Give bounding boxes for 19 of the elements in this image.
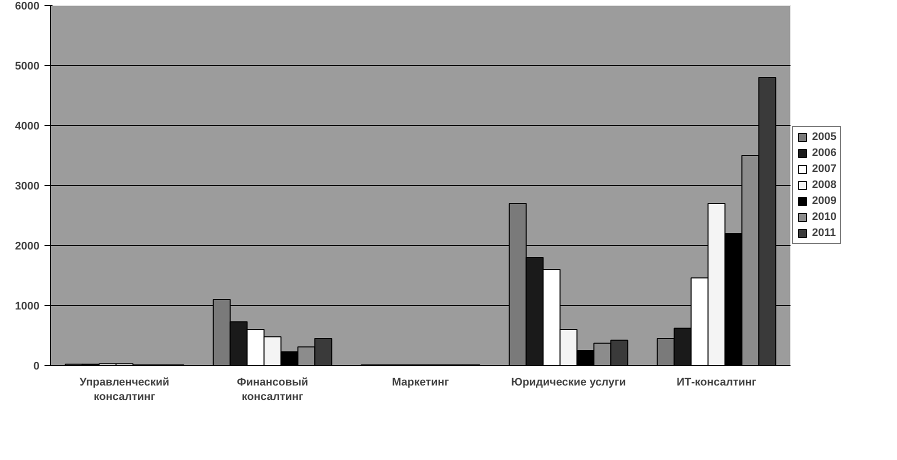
legend-label: 2007 <box>812 163 836 175</box>
y-tick-label: 6000 <box>15 0 40 12</box>
y-tick-label: 0 <box>33 360 40 372</box>
legend-label: 2010 <box>812 211 836 223</box>
y-tick-label: 2000 <box>15 240 40 252</box>
legend-label: 2011 <box>812 227 836 239</box>
x-tick-label: Маркетинг <box>392 376 450 388</box>
x-tick-label: Управленческий консалтинг <box>80 376 170 403</box>
legend-label: 2005 <box>812 131 836 143</box>
y-tick-label: 1000 <box>15 300 40 312</box>
legend-label: 2008 <box>812 179 836 191</box>
y-tick-label: 3000 <box>15 180 40 192</box>
y-tick-label: 4000 <box>15 120 40 132</box>
legend-label: 2006 <box>812 147 836 159</box>
x-tick-label: Финансовый консалтинг <box>236 376 308 403</box>
y-tick-label: 5000 <box>15 60 40 72</box>
x-tick-label: ИТ-консалтинг <box>676 376 757 388</box>
x-tick-label: Юридические услуги <box>511 376 626 388</box>
legend-label: 2009 <box>812 195 836 207</box>
